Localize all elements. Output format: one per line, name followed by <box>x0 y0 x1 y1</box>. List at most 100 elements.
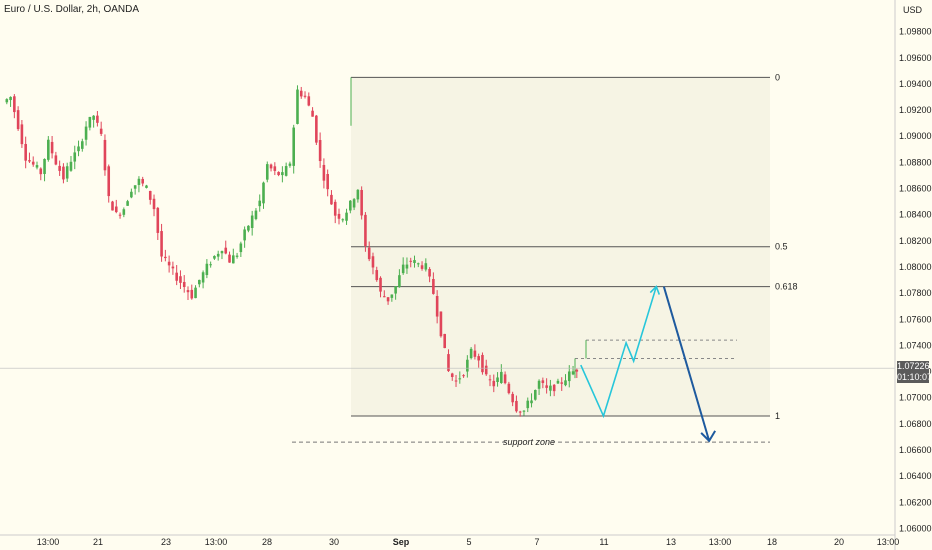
candle-body <box>424 263 428 270</box>
candle-body <box>130 191 133 198</box>
price-tick-label: 1.06800 <box>899 419 932 429</box>
candle-body <box>473 350 477 357</box>
candle-body <box>405 264 409 269</box>
candle-body <box>537 380 541 389</box>
candle-body <box>28 160 31 162</box>
price-tick-label: 1.07800 <box>899 288 932 298</box>
time-axis[interactable]: 13:00 21 23 13:00 28 30 Sep 5 7 11 13 13:00 18 20 13:0… <box>0 534 899 547</box>
candle-body <box>515 400 518 412</box>
fib-level-label: 0 <box>775 72 780 82</box>
candle-body <box>337 213 341 219</box>
candle-body <box>443 333 446 349</box>
candle-body <box>5 99 9 103</box>
price-tick-label: 1.06400 <box>899 471 932 481</box>
price-tick-label: 1.09200 <box>899 105 932 115</box>
candle-body <box>567 371 571 382</box>
support-zone-label: support zone <box>503 437 555 447</box>
candle-body <box>420 265 424 269</box>
price-tick-label: 1.07000 <box>899 393 932 403</box>
fibonacci-retracement[interactable]: 0 0.5 0.618 1 <box>350 72 798 421</box>
candle-body <box>145 185 148 188</box>
candle-body <box>232 255 235 264</box>
price-axis-currency: USD <box>903 5 923 15</box>
support-zone-label-bg <box>506 437 552 448</box>
candle-body <box>182 281 186 288</box>
candle-body <box>413 260 416 264</box>
candle-body <box>243 229 246 241</box>
time-tick-label: 13:00 <box>205 537 228 547</box>
candle-body <box>84 126 88 140</box>
time-tick-label: 5 <box>466 537 471 547</box>
candle-body <box>47 139 50 160</box>
candle-body <box>375 270 379 281</box>
candle-body <box>552 384 556 392</box>
candle-body <box>265 164 269 180</box>
candle-body <box>432 278 435 294</box>
candle-body <box>288 163 292 166</box>
candle-body <box>277 171 280 176</box>
candle-body <box>111 201 114 211</box>
candle-body <box>81 141 84 149</box>
candle-body <box>341 219 345 221</box>
candle-body <box>235 255 239 257</box>
price-tick-label: 1.09800 <box>899 27 932 37</box>
candle-body <box>526 400 530 409</box>
candle-body <box>349 200 352 211</box>
candle-body <box>303 95 307 97</box>
price-tick-label: 1.08600 <box>899 184 932 194</box>
price-tick-label: 1.07400 <box>899 340 932 350</box>
candle-body <box>371 256 375 268</box>
candle-body <box>24 143 27 161</box>
price-tick-label: 1.08000 <box>899 262 932 272</box>
candle-body <box>126 201 129 206</box>
candle-body <box>254 210 258 220</box>
time-tick-label: 18 <box>767 537 777 547</box>
candle-body <box>9 96 12 101</box>
candle-body <box>209 264 212 266</box>
candle-body <box>545 385 548 388</box>
candle-body <box>118 214 122 216</box>
candle-body <box>213 255 216 259</box>
candle-body <box>390 294 394 298</box>
candle-body <box>386 297 390 302</box>
candle-body <box>96 115 99 123</box>
candle-body <box>201 272 205 283</box>
candle-body <box>31 161 35 165</box>
candle-body <box>54 155 58 165</box>
candle-body <box>148 190 152 200</box>
candle-body <box>92 115 95 120</box>
candle-body <box>522 410 526 412</box>
candle-body <box>447 354 450 372</box>
price-axis[interactable]: USD 1.09800 1.09600 1.09400 1.09200 1.09000 1.… <box>894 0 932 550</box>
time-tick-label: 20 <box>834 537 844 547</box>
candle-body <box>273 166 277 171</box>
candle-body <box>262 182 265 204</box>
candle-body <box>62 166 65 180</box>
time-tick-label: 21 <box>93 537 103 547</box>
candle-body <box>481 354 484 373</box>
candle-body <box>416 263 420 265</box>
candle-body <box>488 379 492 381</box>
candle-body <box>133 185 137 189</box>
candle-body <box>65 166 69 179</box>
candle-body <box>466 359 469 372</box>
time-tick-label: 28 <box>262 537 272 547</box>
candle-body <box>352 199 356 208</box>
time-tick-label: 13:00 <box>37 537 60 547</box>
candle-body <box>122 209 126 215</box>
candle-body <box>503 374 507 384</box>
candle-body <box>564 380 567 386</box>
projection-up-path <box>580 286 658 419</box>
candle-body <box>114 206 118 213</box>
candle-body <box>107 166 111 197</box>
time-tick-label: 23 <box>161 537 171 547</box>
candle-body <box>198 279 201 285</box>
candle-body <box>258 200 262 207</box>
current-price-badge: 1.07226 01:10:07 <box>897 361 932 384</box>
price-tick-label: 1.06200 <box>899 497 932 507</box>
price-tick-label: 1.07600 <box>899 314 932 324</box>
candle-body <box>462 375 465 377</box>
candle-body <box>175 272 178 281</box>
bar-countdown: 01:10:07 <box>897 372 932 383</box>
